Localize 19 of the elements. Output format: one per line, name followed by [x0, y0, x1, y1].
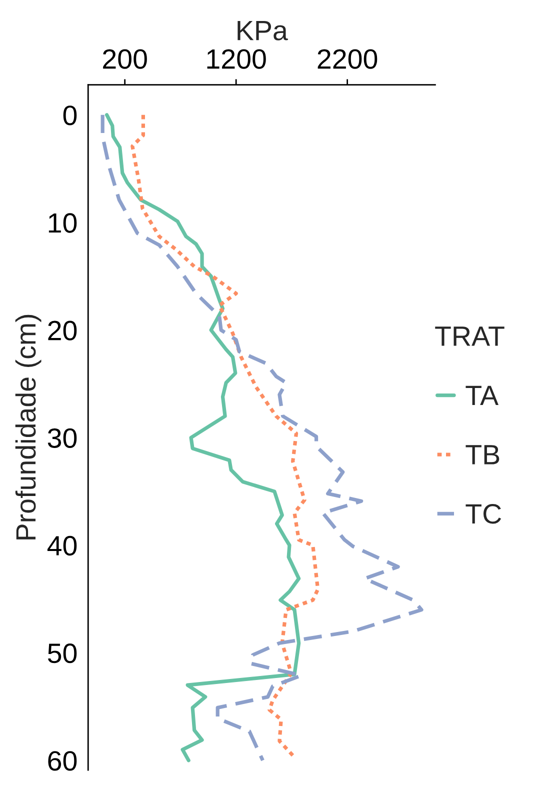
y-tick-label: 60 — [48, 751, 77, 771]
x-axis-title: KPa — [238, 21, 288, 40]
y-tick-label: 50 — [48, 643, 77, 664]
y-tick-label: 10 — [48, 213, 77, 233]
x-tick-label: 1200 — [207, 49, 266, 69]
legend-label: TC — [466, 504, 502, 524]
y-tick-label: 30 — [48, 428, 77, 448]
y-tick-label: 20 — [48, 320, 77, 340]
line-series — [105, 113, 301, 762]
x-tick-label: 200 — [103, 49, 147, 69]
y-tick-label: 0 — [63, 106, 77, 126]
y-axis-title: Profundidade (cm) — [15, 314, 42, 540]
line-series — [130, 113, 320, 759]
legend-title: TRAT — [435, 326, 504, 346]
x-tick-label: 2200 — [318, 49, 378, 69]
line-series — [100, 113, 424, 762]
y-tick-label: 40 — [47, 536, 77, 556]
legend-label: TA — [466, 386, 499, 405]
legend-label: TB — [466, 445, 500, 464]
